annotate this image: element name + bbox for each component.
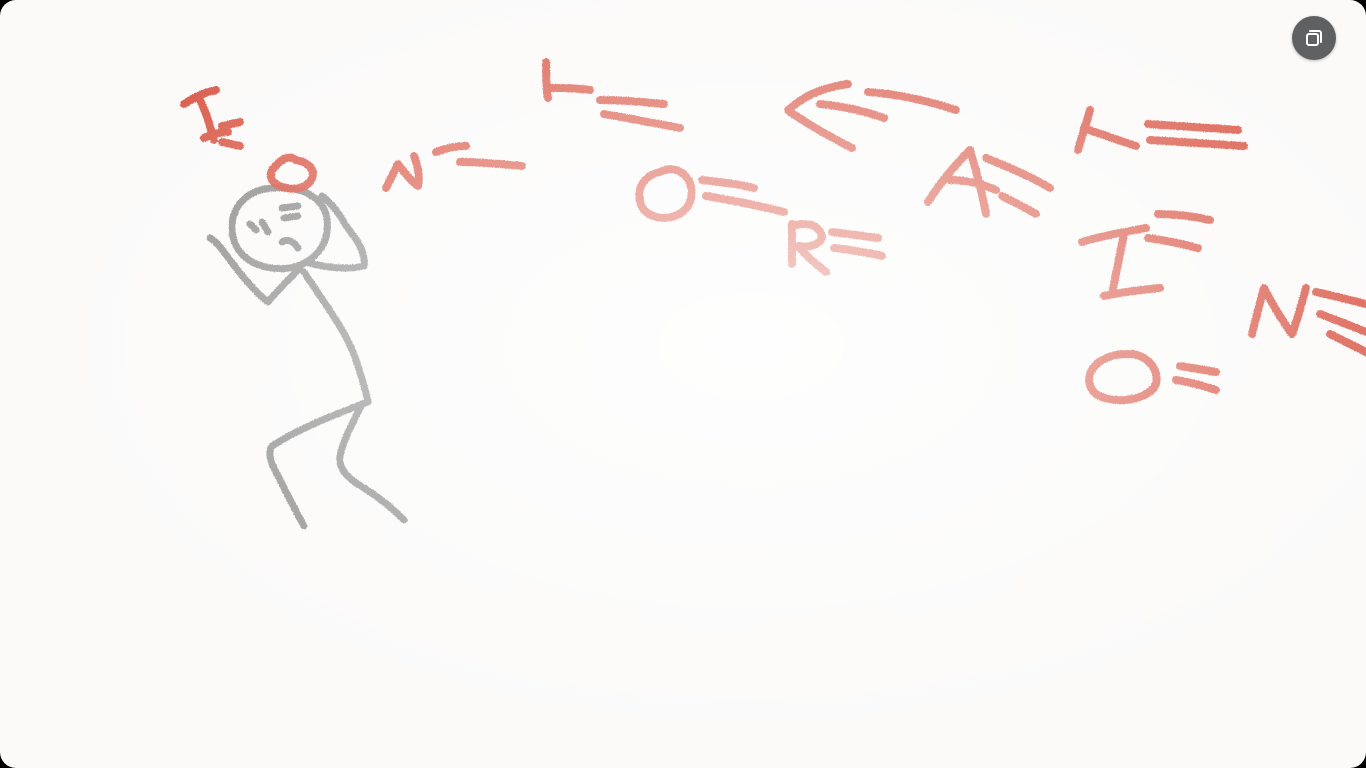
- scribbled-information-text: [180, 58, 1366, 405]
- exit-fullscreen-button[interactable]: [1292, 16, 1336, 60]
- stick-figure-drawing: [206, 184, 408, 530]
- exit-fullscreen-icon: [1304, 28, 1324, 48]
